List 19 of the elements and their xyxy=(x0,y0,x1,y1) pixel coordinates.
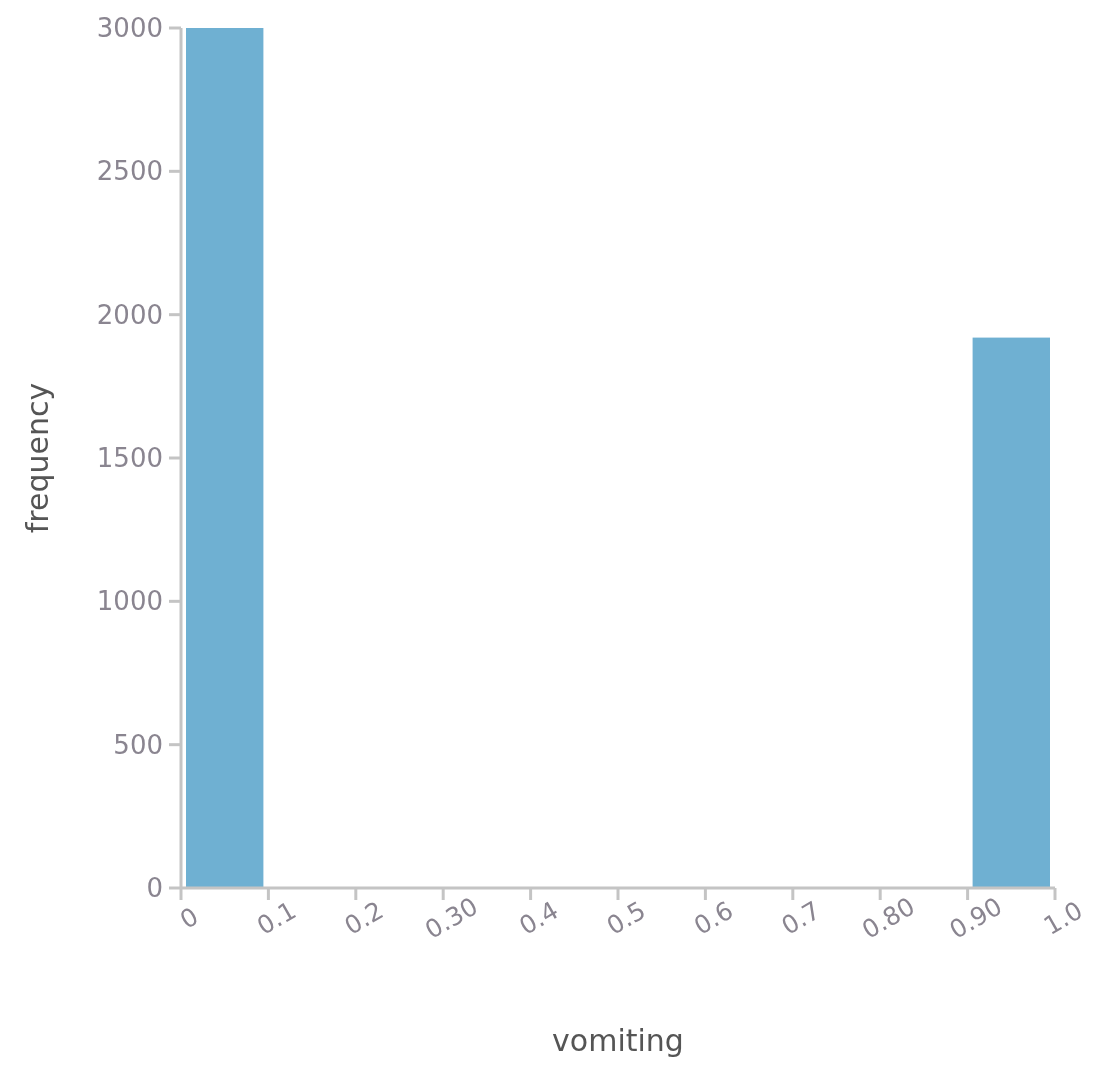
x-tick-label: 0.90 xyxy=(944,891,1008,945)
x-axis-title: vomiting xyxy=(552,1023,684,1058)
x-tick-label: 1.0 xyxy=(1038,895,1088,941)
y-tick-label: 1000 xyxy=(96,586,163,617)
x-tick-label: 0.30 xyxy=(419,891,483,945)
x-tick-label: 0.4 xyxy=(514,895,564,941)
x-tick-label: 0 xyxy=(174,901,204,935)
y-tick-label: 2500 xyxy=(96,156,163,187)
y-axis-title: frequency xyxy=(20,382,55,534)
x-tick-label: 0.7 xyxy=(776,895,826,941)
x-tick-label: 0.5 xyxy=(601,895,651,941)
y-tick-label: 2000 xyxy=(96,299,163,330)
y-tick-label: 1500 xyxy=(96,443,163,474)
x-tick-label: 0.2 xyxy=(339,895,389,941)
y-tick-label: 3000 xyxy=(96,13,163,44)
x-tick-label: 0.6 xyxy=(689,895,738,941)
x-tick-label: 0.1 xyxy=(252,895,301,941)
x-tick-label: 0.80 xyxy=(856,891,920,945)
y-tick-label: 500 xyxy=(113,729,163,760)
